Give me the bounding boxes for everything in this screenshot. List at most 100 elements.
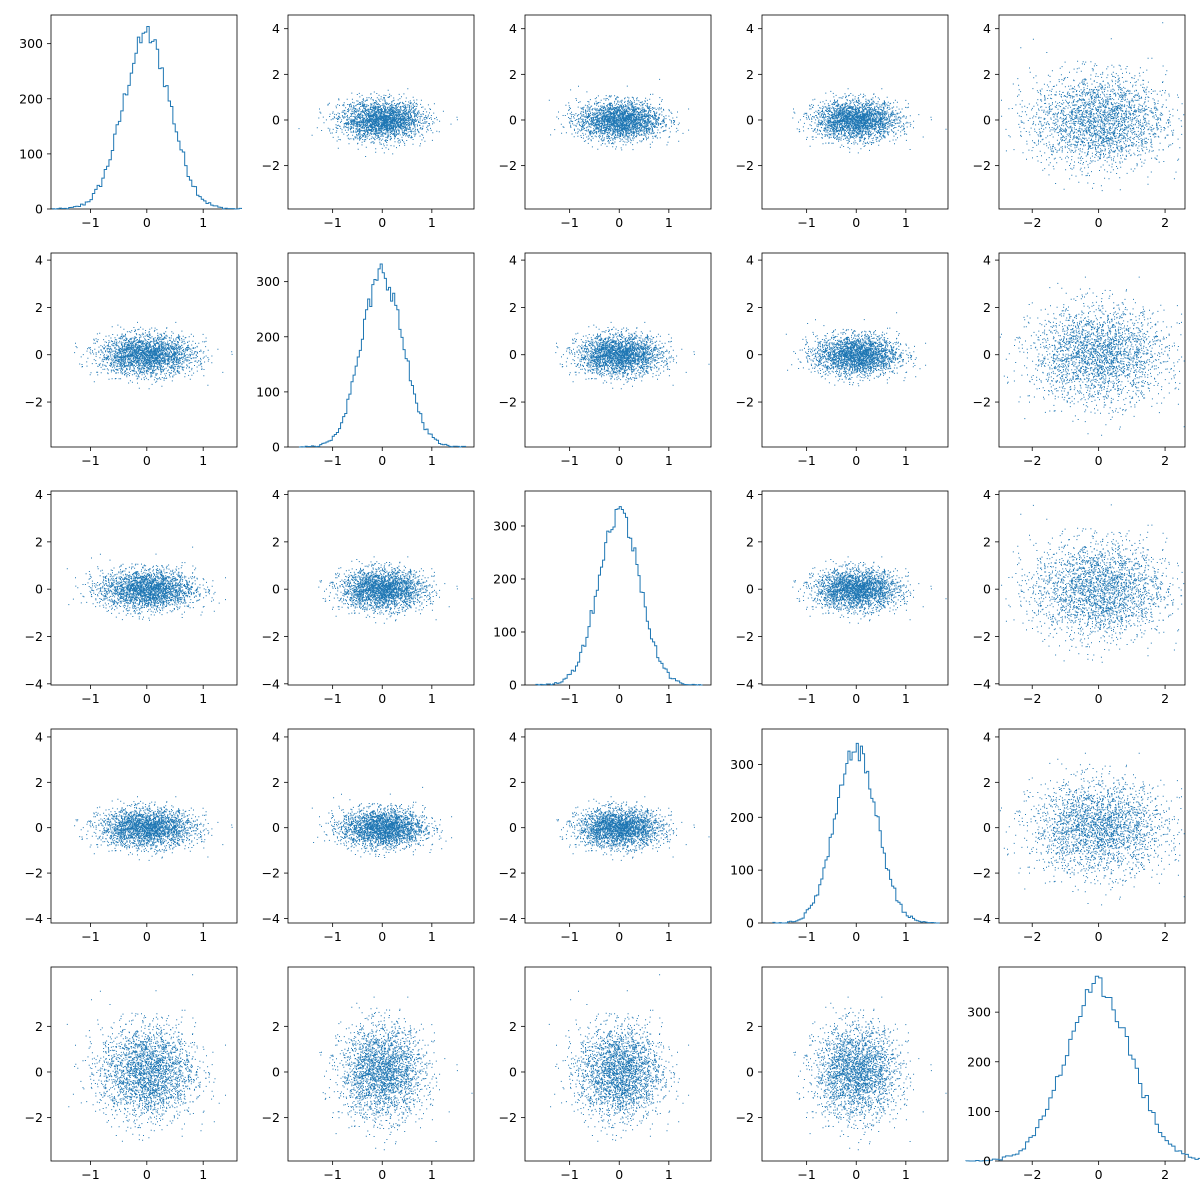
scatter-points — [999, 752, 1185, 906]
x-tick-label: 0 — [143, 453, 151, 468]
y-tick-label: −2 — [25, 866, 43, 881]
panel-r1-c1: −1 0 1 0 100 200 300 — [19, 14, 243, 230]
panel-frame — [998, 966, 1186, 1162]
panel-frame — [998, 490, 1186, 686]
y-tick-label: 200 — [493, 571, 517, 586]
x-tick-label: −1 — [323, 1167, 341, 1182]
x-tick-label: 0 — [852, 215, 860, 230]
x-tick-label: −1 — [560, 1167, 578, 1182]
panel-r4-c5: −2 0 2 −4 −2 0 2 4 — [973, 728, 1186, 944]
y-tick-label: 2 — [746, 67, 754, 82]
y-tick-label: −4 — [262, 911, 280, 926]
y-tick-label: 2 — [272, 534, 280, 549]
y-tick-label: 0 — [746, 1064, 754, 1079]
x-tick-label: 2 — [1161, 215, 1169, 230]
histogram-step-line — [535, 506, 703, 686]
y-tick-label: 4 — [983, 21, 991, 36]
y-tick-label: 2 — [983, 775, 991, 790]
scatter-points — [74, 796, 233, 861]
panel-r2-c4: −1 0 1 −2 0 2 4 — [736, 253, 949, 468]
y-tick-label: 300 — [730, 757, 754, 772]
y-tick-label: 2 — [35, 1019, 43, 1034]
panel-frame — [50, 966, 238, 1162]
panel-r3-c2: −1 0 1 −4 −2 0 2 4 — [262, 487, 475, 706]
x-tick-label: −1 — [797, 1167, 815, 1182]
histogram-step-line — [772, 742, 941, 924]
y-tick-label: 4 — [35, 253, 43, 268]
y-tick-label: 200 — [19, 91, 43, 106]
x-tick-label: 1 — [902, 453, 910, 468]
y-tick-label: 100 — [256, 384, 280, 399]
y-tick-label: 2 — [35, 775, 43, 790]
y-tick-label: −2 — [973, 158, 991, 173]
y-tick-label: 300 — [493, 518, 517, 533]
y-tick-label: 200 — [256, 329, 280, 344]
x-tick-label: −1 — [560, 453, 578, 468]
x-tick-label: −1 — [323, 453, 341, 468]
y-tick-label: 0 — [509, 347, 517, 362]
x-tick-label: −1 — [81, 453, 99, 468]
scatter-points — [792, 88, 947, 154]
x-tick-label: 1 — [665, 1167, 673, 1182]
scatter-points — [555, 321, 710, 390]
panel-r3-c3: −1 0 1 0 100 200 300 — [493, 490, 712, 706]
panel-frame — [761, 728, 949, 924]
panel-r1-c5: −2 0 2 −2 0 2 4 — [973, 14, 1186, 230]
scatter-points — [785, 312, 927, 387]
x-tick-label: −2 — [1023, 691, 1041, 706]
x-tick-label: −1 — [81, 929, 99, 944]
scatter-points — [311, 786, 453, 858]
y-tick-label: 2 — [746, 300, 754, 315]
y-tick-label: 2 — [509, 300, 517, 315]
x-tick-label: 1 — [428, 453, 436, 468]
scatter-points — [1001, 504, 1185, 663]
x-tick-label: 1 — [902, 1167, 910, 1182]
x-tick-label: −1 — [560, 215, 578, 230]
x-tick-label: 2 — [1161, 691, 1169, 706]
x-tick-label: 1 — [199, 1167, 207, 1182]
y-tick-label: 0 — [509, 1064, 517, 1079]
panel-r5-c4: −1 0 1 −2 0 2 — [736, 966, 949, 1182]
y-tick-label: 0 — [746, 582, 754, 597]
x-tick-label: 0 — [143, 1167, 151, 1182]
x-tick-label: −1 — [323, 691, 341, 706]
y-tick-label: 4 — [509, 21, 517, 36]
x-tick-label: 1 — [665, 453, 673, 468]
panel-r2-c5: −2 0 2 −2 0 2 4 — [973, 253, 1186, 468]
x-tick-label: −1 — [81, 691, 99, 706]
y-tick-label: 4 — [509, 253, 517, 268]
y-tick-label: 100 — [19, 146, 43, 161]
y-tick-label: −2 — [736, 1110, 754, 1125]
panel-frame — [524, 490, 712, 686]
panel-r1-c4: −1 0 1 −2 0 2 4 — [736, 14, 949, 230]
x-tick-label: 1 — [665, 691, 673, 706]
y-tick-label: 0 — [35, 1064, 43, 1079]
x-tick-label: 1 — [428, 1167, 436, 1182]
x-tick-label: 1 — [428, 691, 436, 706]
y-tick-label: 0 — [509, 820, 517, 835]
y-tick-label: 100 — [730, 863, 754, 878]
y-tick-label: 0 — [983, 347, 991, 362]
scatter-points — [298, 88, 458, 157]
scatter-points — [792, 556, 947, 624]
y-tick-label: 4 — [983, 487, 991, 502]
y-tick-label: −2 — [25, 395, 43, 410]
x-tick-label: 0 — [615, 453, 623, 468]
x-tick-label: 0 — [378, 929, 386, 944]
x-tick-label: 0 — [1095, 1167, 1103, 1182]
y-tick-label: 2 — [983, 534, 991, 549]
panel-frame — [761, 14, 949, 210]
y-tick-label: −2 — [973, 866, 991, 881]
x-tick-label: −1 — [560, 929, 578, 944]
x-tick-label: 1 — [665, 929, 673, 944]
panel-r1-c2: −1 0 1 −2 0 2 4 — [262, 14, 475, 230]
y-tick-label: 2 — [35, 300, 43, 315]
y-tick-label: −2 — [499, 1110, 517, 1125]
x-tick-label: 0 — [852, 929, 860, 944]
x-tick-label: 1 — [199, 929, 207, 944]
y-tick-label: 4 — [272, 21, 280, 36]
y-tick-label: −4 — [499, 911, 517, 926]
panel-r3-c1: −1 0 1 −4 −2 0 2 4 — [25, 487, 238, 706]
x-tick-label: 0 — [615, 215, 623, 230]
y-tick-label: 0 — [746, 347, 754, 362]
